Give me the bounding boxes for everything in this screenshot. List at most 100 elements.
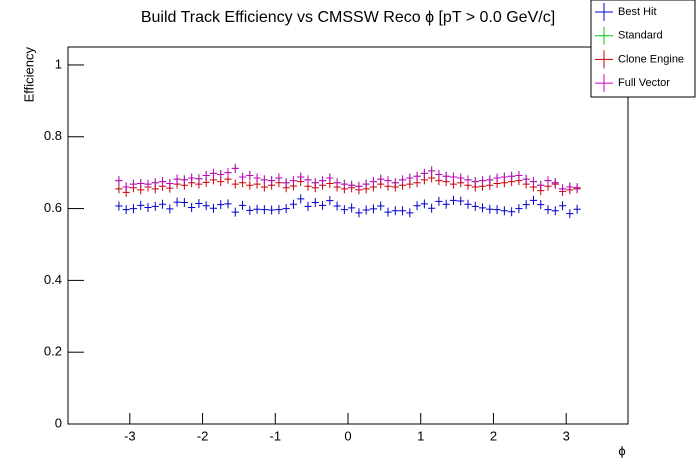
data-point <box>413 201 421 211</box>
data-point <box>486 175 494 185</box>
data-point <box>289 176 298 186</box>
data-point <box>508 171 516 181</box>
data-point <box>137 200 145 210</box>
legend-marker <box>595 74 613 93</box>
data-point <box>275 205 283 215</box>
data-point <box>566 209 574 219</box>
data-point <box>508 207 516 217</box>
data-point <box>551 178 559 188</box>
data-point <box>238 172 247 182</box>
legend-label: Full Vector <box>618 77 670 89</box>
data-point <box>391 178 399 188</box>
data-point <box>180 175 188 185</box>
data-point <box>515 204 523 214</box>
x-tick-label: 1 <box>417 428 424 443</box>
data-point <box>377 174 385 184</box>
data-point <box>173 197 181 207</box>
data-point <box>573 183 581 193</box>
data-point <box>260 175 268 185</box>
data-point <box>413 171 421 181</box>
data-point <box>500 172 508 182</box>
data-point <box>195 174 203 184</box>
data-point <box>144 202 152 212</box>
data-point <box>122 205 130 215</box>
data-point <box>355 181 363 191</box>
data-point <box>391 206 399 216</box>
data-point <box>282 178 290 188</box>
data-point <box>428 203 436 213</box>
data-point <box>304 175 312 185</box>
data-point <box>115 201 123 211</box>
data-point <box>369 204 378 214</box>
data-point <box>209 203 218 213</box>
legend-label: Best Hit <box>618 6 657 18</box>
data-point <box>289 199 298 209</box>
data-point <box>544 205 552 215</box>
data-point <box>384 207 392 217</box>
y-tick-label: 0.6 <box>44 200 62 215</box>
data-point <box>348 203 356 213</box>
x-tick-label: -3 <box>124 428 136 443</box>
data-point <box>420 168 428 178</box>
data-point <box>471 201 479 211</box>
data-point <box>224 199 232 209</box>
x-tick-label: 3 <box>563 428 570 443</box>
data-point <box>384 176 392 186</box>
data-point <box>478 176 487 186</box>
data-point <box>231 207 239 217</box>
y-tick-label: 0.4 <box>44 272 62 287</box>
data-point <box>442 171 450 181</box>
data-point <box>231 179 239 189</box>
data-point <box>558 201 567 211</box>
data-point <box>275 173 283 183</box>
data-point <box>158 177 167 187</box>
chart-title: Build Track Efficiency vs CMSSW Reco ϕ [… <box>141 9 555 26</box>
legend-marker <box>595 3 613 21</box>
data-point <box>522 174 530 184</box>
y-tick-label: 0.2 <box>44 344 62 359</box>
data-point <box>195 199 203 209</box>
data-point <box>493 173 501 183</box>
data-point <box>326 173 334 183</box>
data-point <box>551 206 559 216</box>
data-point <box>471 177 479 187</box>
data-point <box>544 176 552 186</box>
y-tick-label: 1 <box>55 56 62 71</box>
data-point <box>362 205 370 215</box>
data-point <box>558 184 567 194</box>
data-point <box>268 205 276 215</box>
data-point <box>246 180 254 190</box>
data-point <box>144 179 152 189</box>
data-point <box>129 179 138 189</box>
data-point <box>318 176 327 186</box>
data-point <box>406 208 414 218</box>
data-point <box>457 173 465 183</box>
data-point <box>246 205 254 215</box>
data-point <box>209 168 218 178</box>
data-point <box>188 202 196 212</box>
data-point <box>115 184 123 194</box>
data-point <box>406 173 414 183</box>
data-point <box>457 196 465 206</box>
data-point <box>166 178 174 188</box>
data-point <box>398 206 407 216</box>
data-point <box>362 179 370 189</box>
data-point <box>151 178 159 188</box>
data-point <box>355 208 363 218</box>
data-point <box>428 166 436 176</box>
data-point <box>238 200 247 210</box>
data-point <box>486 204 494 214</box>
legend-box <box>590 0 696 98</box>
data-point <box>158 199 167 209</box>
legend-marker <box>595 50 613 69</box>
data-point <box>151 201 159 211</box>
data-point <box>318 200 327 210</box>
data-point <box>464 199 472 209</box>
data-point <box>340 179 348 189</box>
data-point <box>449 172 458 182</box>
data-point <box>449 195 458 205</box>
data-point <box>348 180 356 190</box>
data-point <box>202 171 210 181</box>
data-point <box>246 171 254 181</box>
